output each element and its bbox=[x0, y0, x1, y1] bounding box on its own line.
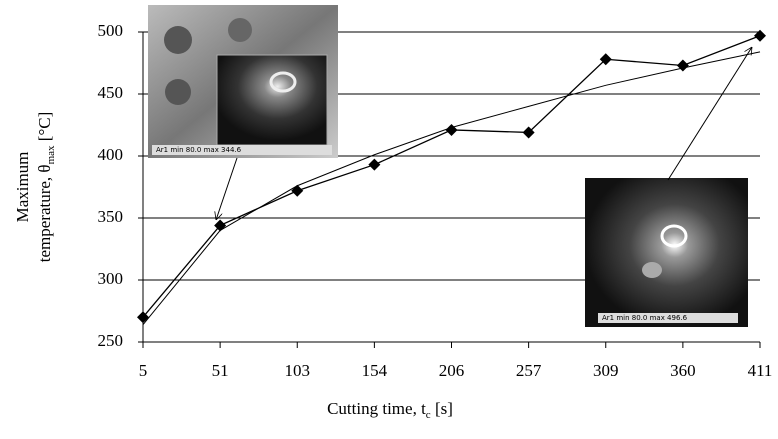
x-tick-label: 103 bbox=[285, 361, 311, 380]
y-tick-label: 500 bbox=[98, 21, 124, 40]
x-tick-label: 309 bbox=[593, 361, 619, 380]
y-tick-label: 400 bbox=[98, 145, 124, 164]
marker bbox=[599, 53, 612, 66]
x-axis-title: Cutting time, tc [s] bbox=[327, 399, 453, 421]
marker bbox=[754, 29, 766, 42]
inset-caption: Ar1 min 80.0 max 344.6 bbox=[156, 146, 242, 154]
y-tick-label: 250 bbox=[98, 331, 124, 350]
y-tick-label: 350 bbox=[98, 207, 124, 226]
trend-line bbox=[142, 51, 761, 325]
arrow bbox=[667, 47, 752, 181]
x-tick-label: 411 bbox=[748, 361, 773, 380]
inset-1: Ar1 min 80.0 max 344.6 bbox=[148, 5, 338, 158]
x-tick-label: 154 bbox=[362, 361, 388, 380]
marker bbox=[445, 123, 458, 136]
x-tick-label: 206 bbox=[439, 361, 465, 380]
y-axis-title-line: Maximum bbox=[13, 152, 32, 223]
marker bbox=[522, 126, 535, 139]
inset-caption: Ar1 min 80.0 max 496.6 bbox=[602, 314, 688, 322]
x-tick-label: 5 bbox=[139, 361, 148, 380]
y-axis-title: Maximum temperature, θmax [°C] bbox=[13, 112, 57, 263]
y-tick-label: 450 bbox=[98, 83, 124, 102]
marker bbox=[676, 59, 689, 72]
x-tick-label: 360 bbox=[670, 361, 696, 380]
marker bbox=[368, 158, 381, 171]
x-tick-label: 257 bbox=[516, 361, 542, 380]
x-tick-label: 51 bbox=[212, 361, 229, 380]
inset-2: Ar1 min 80.0 max 496.6 bbox=[585, 178, 748, 327]
marker bbox=[291, 184, 304, 197]
y-axis-title-line: temperature, θmax [°C] bbox=[35, 112, 57, 263]
arrow bbox=[216, 157, 238, 220]
y-tick-label: 300 bbox=[98, 269, 124, 288]
